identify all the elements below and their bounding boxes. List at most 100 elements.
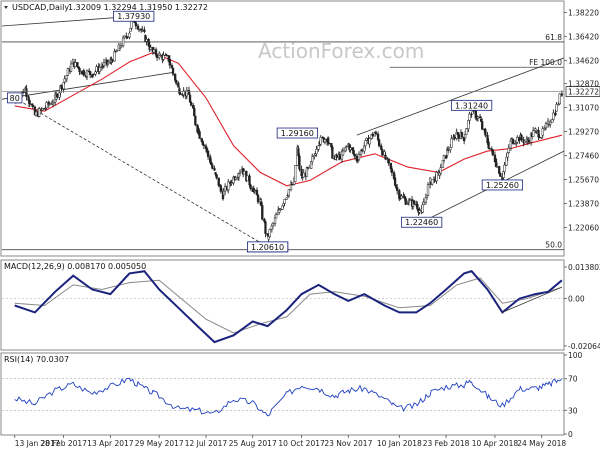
candle-body — [82, 70, 85, 76]
candle-body — [159, 54, 162, 57]
candle-body — [74, 62, 77, 68]
last-price-label: 1.32272 — [568, 88, 599, 97]
candle-body — [34, 111, 38, 116]
price-title-icon — [4, 6, 8, 9]
macd-y-axis: 0.013802 0.00 -0.020648 — [564, 263, 600, 351]
candle-body — [495, 166, 499, 168]
candle-body — [341, 150, 345, 156]
candle-body — [413, 200, 416, 205]
candle-body — [253, 189, 256, 192]
price-label: 1.29160 — [276, 127, 318, 139]
candle-body — [177, 82, 180, 88]
candle-body — [544, 123, 548, 129]
candle-body — [319, 137, 322, 145]
price-label: 1.22460 — [401, 216, 443, 228]
candle-body — [98, 67, 101, 72]
price-label: 1.20610 — [246, 241, 289, 253]
candle-body — [214, 172, 217, 175]
candle-body — [261, 205, 264, 220]
macd-panel — [0, 259, 565, 351]
macd-line — [14, 270, 563, 344]
price-label: 1.31240 — [450, 99, 493, 111]
candle-body — [92, 73, 95, 75]
candle-body — [119, 45, 123, 48]
candle-body — [193, 108, 196, 117]
candle-body — [179, 93, 182, 95]
candle-body — [185, 90, 189, 97]
candle-body — [145, 39, 148, 42]
candle-body — [149, 47, 152, 50]
candle-body — [491, 149, 494, 156]
candle-body — [381, 149, 384, 156]
price-label-text: 1.37930 — [117, 12, 150, 21]
candle-body — [249, 184, 252, 189]
candle-body — [464, 134, 467, 139]
x-tick-label: 13 Apr 2017 — [87, 439, 134, 448]
y-tick-label: 30 — [568, 406, 578, 415]
candle-body — [439, 167, 442, 174]
candle-body — [174, 73, 177, 81]
candle-body — [470, 113, 473, 116]
watermark: ActionForex.com — [258, 39, 424, 63]
candle-body — [66, 68, 70, 76]
candle-body — [555, 104, 558, 112]
candle-body — [328, 142, 331, 145]
y-tick-label: 70 — [568, 375, 578, 384]
y-tick-label: -0.020648 — [568, 342, 600, 351]
fib-label: 50.0 — [545, 241, 562, 250]
candle-body — [323, 139, 327, 143]
candle-body — [422, 201, 425, 206]
candle-body — [62, 82, 65, 89]
rsi-title: RSI(14) 70.0307 — [4, 355, 69, 364]
candle-body — [273, 217, 277, 224]
candle-body — [541, 128, 544, 136]
candle-body — [442, 155, 446, 161]
x-tick-label: 23 Nov 2017 — [324, 439, 372, 448]
candle-body — [128, 33, 131, 38]
candle-body — [243, 170, 246, 175]
candle-body — [182, 90, 185, 95]
price-label-box — [450, 99, 493, 111]
candle-body — [377, 139, 381, 147]
candle-body — [227, 181, 230, 191]
candle-body — [41, 108, 44, 111]
y-tick-label: 1.25670 — [568, 175, 599, 184]
candle-body — [421, 204, 424, 213]
candle-body — [95, 66, 98, 72]
candle-body — [390, 168, 394, 173]
candle-body — [374, 132, 378, 135]
candle-body — [549, 122, 552, 125]
candle-body — [450, 138, 453, 148]
candle-body — [552, 112, 555, 120]
candle-body — [274, 214, 278, 219]
candle-body — [211, 164, 214, 169]
y-tick-label: 1.27460 — [568, 152, 599, 161]
candle-body — [198, 131, 201, 139]
candle-body — [540, 137, 543, 139]
candle-body — [230, 182, 233, 184]
candle-body — [317, 145, 320, 150]
moving-average-line — [14, 52, 563, 187]
candle-body — [335, 154, 338, 158]
candle-body — [69, 63, 73, 72]
price-title: USDCAD,Daily — [12, 3, 69, 12]
price-label-text: 1.29160 — [281, 129, 314, 138]
candle-body — [165, 54, 168, 57]
candle-body — [384, 154, 387, 160]
price-y-axis: 1.38220 1.36420 1.34620 1.32870 1.31070 1.292… — [564, 8, 600, 233]
candle-body — [418, 210, 421, 213]
y-tick-label: 1.29270 — [568, 128, 599, 137]
upper-rising-channel — [356, 57, 565, 136]
candle-body — [311, 156, 314, 162]
lower-channel-line — [1, 72, 173, 100]
price-label-box — [276, 127, 318, 139]
candle-body — [426, 184, 430, 196]
candle-body — [60, 85, 63, 89]
x-tick-label: 10 Oct 2017 — [278, 439, 325, 448]
x-tick-label: 24 May 2018 — [517, 439, 566, 448]
rsi-panel — [0, 352, 565, 436]
candle-body — [115, 50, 118, 52]
candle-body — [507, 147, 510, 153]
y-tick-label: 1.23870 — [568, 199, 599, 208]
